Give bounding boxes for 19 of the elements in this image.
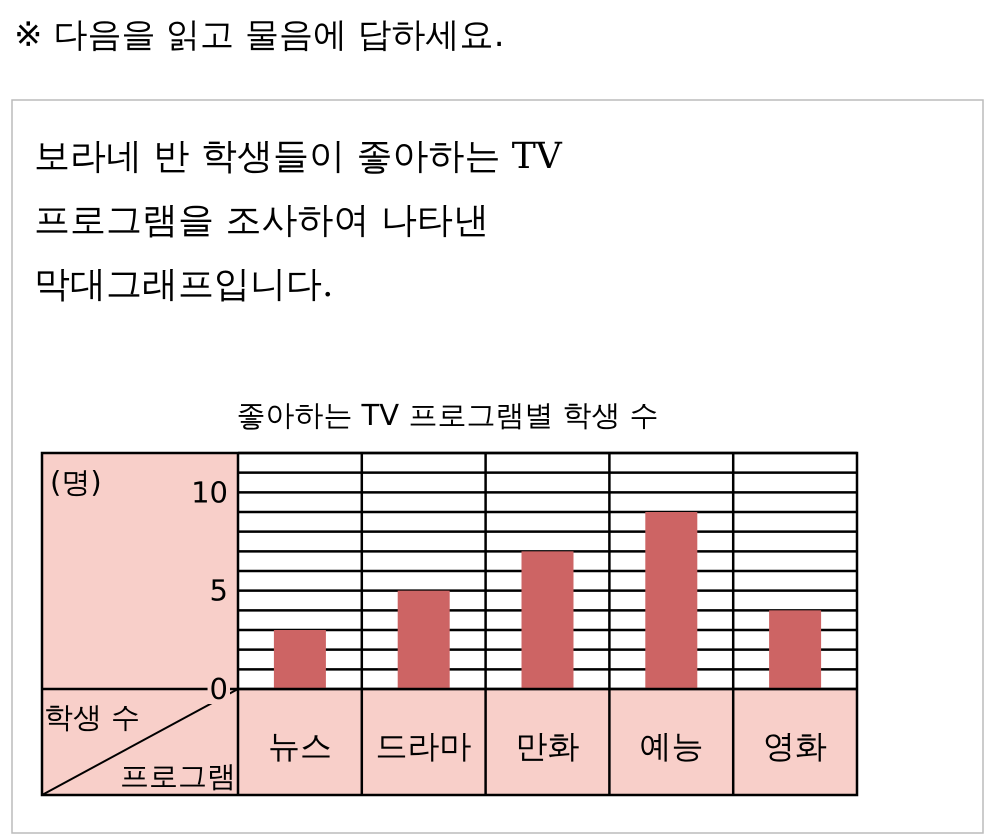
bar bbox=[274, 630, 326, 689]
y-axis-title: 학생 수 bbox=[44, 700, 140, 734]
y-tick-label: 10 bbox=[191, 475, 228, 510]
chart-title: 좋아하는 TV 프로그램별 학생 수 bbox=[236, 398, 659, 432]
y-tick-label: 5 bbox=[210, 574, 228, 608]
bar bbox=[522, 551, 574, 689]
text: (명) bbox=[50, 465, 102, 499]
text: 보라네 반 학생들이 좋아하는 TV 프로그램을 조사하여 나타낸 막대그래프입니다. bbox=[34, 135, 564, 307]
x-tick-label: 만화 bbox=[516, 727, 580, 765]
bar bbox=[645, 512, 698, 689]
bar bbox=[769, 610, 822, 689]
x-tick-label: 드라마 bbox=[376, 727, 472, 765]
y-tick-label: 0 bbox=[210, 672, 228, 706]
x-axis-title: 프로그램 bbox=[120, 759, 236, 793]
x-tick-label: 뉴스 bbox=[268, 727, 332, 765]
bar bbox=[398, 590, 450, 689]
x-tick-label: 예능 bbox=[639, 727, 704, 765]
x-tick-label: 영화 bbox=[763, 727, 828, 765]
text: ※ 다음을 읽고 물음에 답하세요. bbox=[14, 15, 505, 55]
